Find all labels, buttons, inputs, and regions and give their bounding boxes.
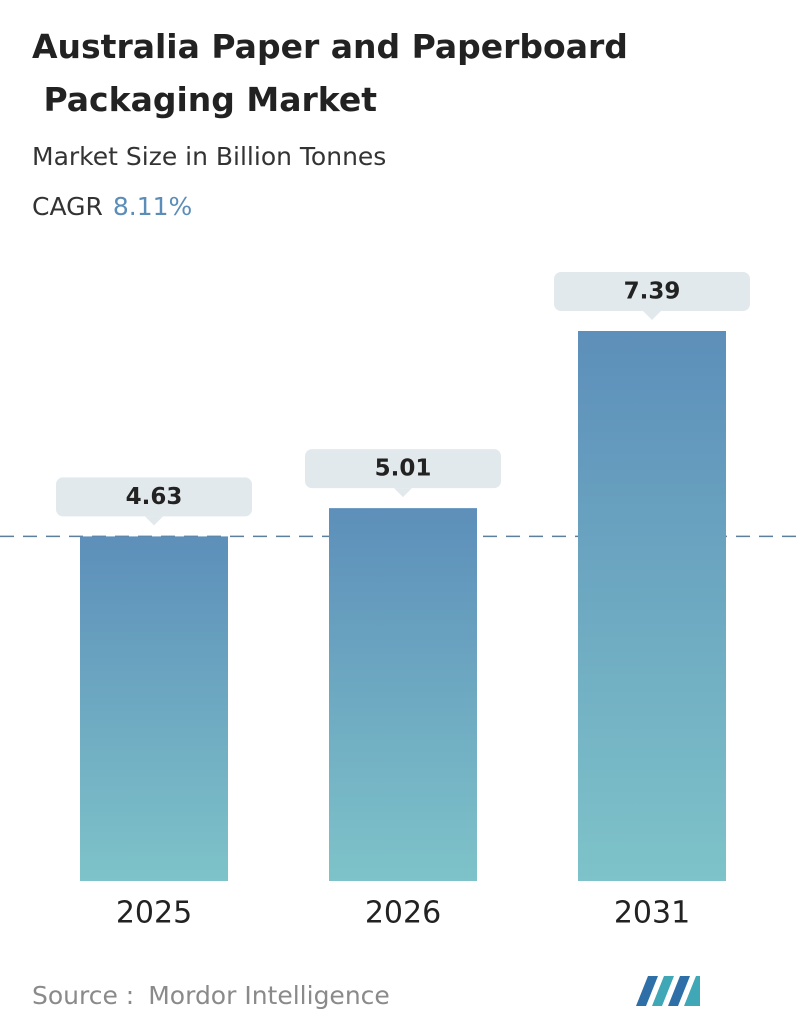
- x-tick-label: 2025: [116, 896, 192, 931]
- chart-subtitle: Market Size in Billion Tonnes: [32, 142, 386, 171]
- bar: [578, 331, 726, 881]
- value-label-pointer: [643, 311, 661, 320]
- value-label-pointer: [394, 488, 412, 498]
- cagr-label: CAGR: [32, 192, 103, 221]
- x-tick-label: 2026: [365, 896, 441, 931]
- value-label-pointer: [145, 516, 163, 526]
- chart-title-line: Australia Paper and Paperboard Packaging…: [32, 27, 628, 119]
- value-label-box: [56, 477, 252, 517]
- logo: [636, 976, 700, 1006]
- bar: [329, 508, 477, 881]
- bar: [80, 536, 228, 881]
- cagr-value: 8.11%: [113, 192, 192, 221]
- value-label: 7.39: [624, 279, 681, 305]
- source-name: Mordor Intelligence: [148, 981, 390, 1010]
- cagr: CAGR 8.11%: [32, 192, 192, 221]
- source: Source : Mordor Intelligence: [32, 981, 390, 1010]
- value-label: 4.63: [126, 484, 183, 510]
- x-tick-label: 2031: [614, 896, 690, 931]
- value-label: 5.01: [375, 456, 432, 482]
- value-label-box: [554, 272, 750, 311]
- value-label-box: [305, 449, 501, 489]
- source-label: Source :: [32, 981, 134, 1010]
- plot-area: 4.63 2025 5.01 2026 7.39 2031: [0, 272, 796, 931]
